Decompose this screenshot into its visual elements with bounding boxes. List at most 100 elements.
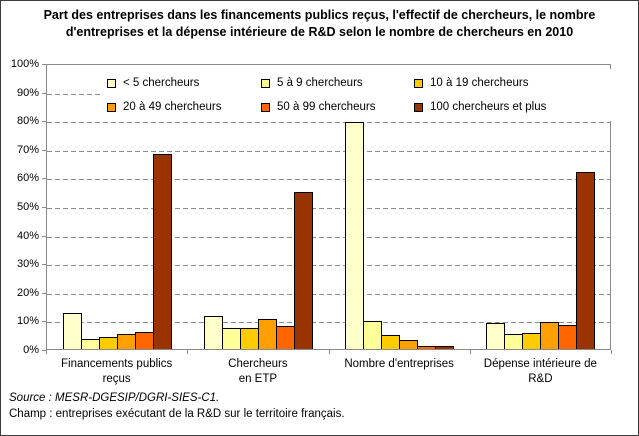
legend-item: < 5 chercheurs xyxy=(107,77,261,89)
footer: Source : MESR-DGESIP/DGRI-SIES-C1. Champ… xyxy=(9,391,630,422)
bar xyxy=(135,331,155,349)
x-axis-label: Financements publics reçus xyxy=(46,357,187,386)
chart-title: Part des entreprises dans les financemen… xyxy=(43,8,596,39)
x-axis-tick xyxy=(611,350,612,354)
x-axis: Financements publics reçus Chercheurs en ET… xyxy=(46,357,611,386)
x-axis-tick xyxy=(46,350,47,354)
y-axis-tick xyxy=(42,64,46,65)
x-axis-tick xyxy=(469,350,471,354)
bar xyxy=(222,328,242,349)
bar-group xyxy=(188,65,329,349)
legend-item: 100 chercheurs et plus xyxy=(414,101,609,113)
x-axis-label: Nombre d'entreprises xyxy=(329,357,470,386)
y-axis-tick xyxy=(42,292,46,294)
legend-label: < 5 chercheurs xyxy=(123,77,200,89)
bar xyxy=(434,345,454,349)
bar xyxy=(276,326,296,349)
legend-swatch-icon xyxy=(261,102,270,112)
y-axis-label: 10% xyxy=(16,315,39,328)
y-axis-tick xyxy=(42,92,46,94)
bar xyxy=(240,328,260,349)
x-axis-label-line: Financements publics xyxy=(61,358,173,370)
y-axis-tick xyxy=(42,235,46,237)
source-text: Source : MESR-DGESIP/DGRI-SIES-C1. xyxy=(9,392,220,404)
bar xyxy=(398,340,418,349)
bar xyxy=(204,315,224,349)
bar xyxy=(63,312,83,349)
gridline xyxy=(47,208,610,209)
bar-groups xyxy=(47,65,610,349)
x-axis-label-line: Chercheurs xyxy=(228,358,288,370)
legend-item: 20 à 49 chercheurs xyxy=(107,101,261,113)
x-axis-label: Chercheurs en ETP xyxy=(187,357,328,386)
y-axis-label: 50% xyxy=(16,201,39,213)
x-axis-label-line: R&D xyxy=(528,372,553,385)
legend-swatch-icon xyxy=(107,102,116,112)
y-axis-label: 60% xyxy=(16,172,39,185)
bar-group xyxy=(329,65,470,349)
bar xyxy=(503,333,523,349)
y-axis-tick xyxy=(42,350,46,351)
y-axis-tick xyxy=(42,264,46,266)
y-axis-tick xyxy=(42,321,46,323)
y-axis-label: 30% xyxy=(16,258,39,271)
champ-text: Champ : entreprises exécutant de la R&D … xyxy=(9,407,345,420)
gridline xyxy=(47,293,610,295)
bar xyxy=(575,171,595,349)
legend-label: 5 à 9 chercheurs xyxy=(277,77,363,89)
bar xyxy=(521,332,541,349)
bar xyxy=(344,122,364,349)
gridline xyxy=(47,265,610,267)
plot-area: < 5 chercheurs 5 à 9 chercheurs 10 à 19 ch… xyxy=(46,64,613,350)
bar xyxy=(99,337,119,349)
y-axis-label: 70% xyxy=(16,143,39,156)
y-axis: 0% 10% 20% 30% 40% 50% 60% 70% 80% 90% 100% xyxy=(1,58,42,356)
x-axis-label: Dépense intérieure de R&D xyxy=(470,357,611,386)
x-axis-label-line: reçus xyxy=(102,372,131,385)
legend-label: 20 à 49 chercheurs xyxy=(123,101,222,113)
bar-group xyxy=(47,65,188,349)
legend-label: 100 chercheurs et plus xyxy=(430,101,547,113)
y-axis-label: 40% xyxy=(16,229,39,242)
legend-item: 50 à 99 chercheurs xyxy=(261,101,414,113)
x-axis-tick xyxy=(187,350,189,354)
gridline xyxy=(47,322,610,324)
legend: < 5 chercheurs 5 à 9 chercheurs 10 à 19 ch… xyxy=(103,69,613,121)
y-axis-label: 20% xyxy=(16,286,39,299)
y-axis-label: 80% xyxy=(16,115,39,128)
bar xyxy=(153,154,173,349)
bar xyxy=(294,191,314,349)
bar xyxy=(416,345,436,349)
y-axis-tick xyxy=(42,149,46,151)
legend-item: 10 à 19 chercheurs xyxy=(414,77,609,89)
y-axis-label: 0% xyxy=(23,344,39,356)
gridline xyxy=(47,150,610,152)
x-axis-tick xyxy=(328,350,330,354)
x-axis-label-line: Dépense intérieure de xyxy=(483,358,597,370)
y-axis-tick xyxy=(42,178,46,180)
legend-swatch-icon xyxy=(261,78,270,88)
legend-swatch-icon xyxy=(414,102,423,112)
y-axis-tick xyxy=(42,207,46,208)
gridline xyxy=(47,179,610,181)
bar xyxy=(362,320,382,349)
bar xyxy=(258,319,278,349)
bar xyxy=(539,322,559,349)
legend-swatch-icon xyxy=(414,78,423,88)
y-axis-label: 90% xyxy=(16,86,39,99)
bar xyxy=(117,334,137,349)
legend-label: 10 à 19 chercheurs xyxy=(430,77,529,89)
bar xyxy=(485,322,505,349)
bar-group xyxy=(469,65,610,349)
bar xyxy=(557,325,577,349)
y-axis-label: 100% xyxy=(10,58,39,70)
legend-item: 5 à 9 chercheurs xyxy=(261,77,414,89)
y-axis-tick xyxy=(42,121,46,123)
x-axis-label-line: Nombre d'entreprises xyxy=(344,358,454,370)
gridline xyxy=(47,236,610,238)
legend-swatch-icon xyxy=(107,78,116,88)
x-axis-label-line: en ETP xyxy=(238,372,278,385)
bar xyxy=(81,338,101,349)
legend-label: 50 à 99 chercheurs xyxy=(277,101,376,113)
